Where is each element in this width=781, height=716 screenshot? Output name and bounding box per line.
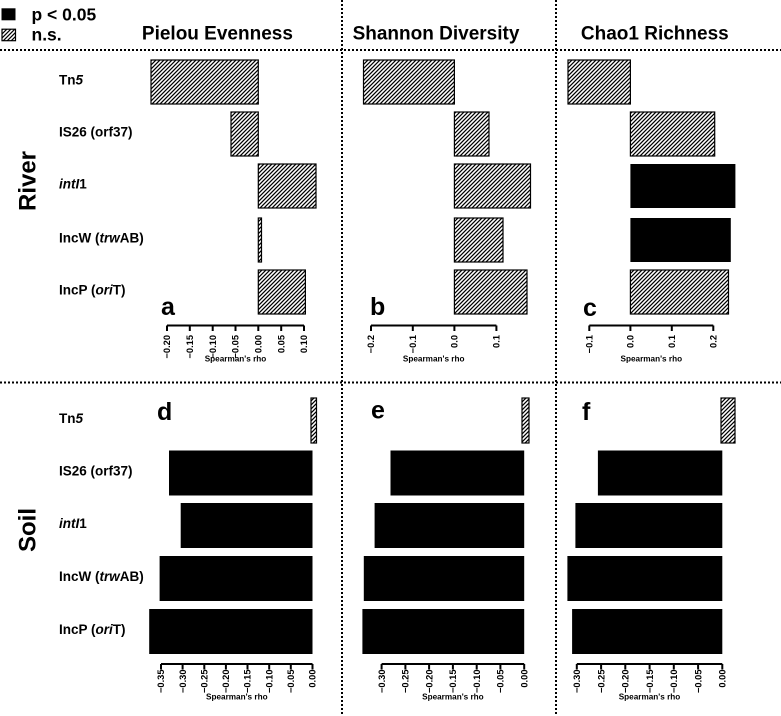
svg-text:−0.30: −0.30 — [377, 670, 387, 694]
svg-text:−0.05: −0.05 — [286, 670, 296, 694]
svg-text:River: River — [15, 151, 42, 211]
svg-text:e: e — [371, 397, 385, 425]
svg-text:−0.35: −0.35 — [156, 670, 166, 694]
svg-text:0.00: 0.00 — [308, 670, 318, 688]
svg-text:−0.20: −0.20 — [424, 670, 434, 694]
svg-text:−0.05: −0.05 — [231, 335, 241, 359]
svg-text:Shannon Diversity: Shannon Diversity — [353, 24, 520, 45]
svg-text:−0.2: −0.2 — [366, 335, 376, 353]
svg-text:Spearman's rho: Spearman's rho — [422, 693, 484, 702]
svg-text:Spearman's rho: Spearman's rho — [621, 355, 683, 364]
svg-text:−0.25: −0.25 — [596, 670, 606, 694]
svg-text:−0.10: −0.10 — [669, 670, 679, 694]
svg-text:Spearman's rho: Spearman's rho — [206, 693, 268, 702]
svg-text:IncW (trwAB): IncW (trwAB) — [59, 231, 144, 246]
svg-text:Tn5: Tn5 — [59, 73, 84, 88]
svg-text:−0.10: −0.10 — [264, 670, 274, 694]
svg-text:−0.10: −0.10 — [472, 670, 482, 694]
svg-text:intI1: intI1 — [59, 516, 87, 531]
svg-text:IncW (trwAB): IncW (trwAB) — [59, 569, 144, 584]
svg-text:0.05: 0.05 — [276, 335, 286, 353]
svg-text:−0.1: −0.1 — [408, 335, 418, 353]
svg-text:0.0: 0.0 — [626, 335, 636, 348]
svg-text:d: d — [157, 398, 172, 426]
svg-text:−0.30: −0.30 — [572, 670, 582, 694]
svg-text:0.10: 0.10 — [299, 335, 309, 353]
svg-text:c: c — [583, 294, 597, 322]
svg-text:b: b — [370, 293, 385, 321]
svg-text:IS26 (orf37): IS26 (orf37) — [59, 464, 133, 479]
svg-text:Chao1 Richness: Chao1 Richness — [581, 24, 729, 45]
svg-text:−0.05: −0.05 — [496, 670, 506, 694]
svg-text:0.1: 0.1 — [667, 335, 677, 348]
svg-text:−0.20: −0.20 — [221, 670, 231, 694]
svg-text:−0.10: −0.10 — [208, 335, 218, 359]
svg-text:−0.30: −0.30 — [178, 670, 188, 694]
svg-text:IncP (oriT): IncP (oriT) — [59, 283, 126, 298]
svg-text:0.1: 0.1 — [492, 335, 502, 348]
svg-text:0.00: 0.00 — [519, 670, 529, 688]
svg-text:n.s.: n.s. — [32, 25, 62, 45]
svg-text:IS26 (orf37): IS26 (orf37) — [59, 125, 133, 140]
svg-text:Spearman's rho: Spearman's rho — [403, 355, 465, 364]
svg-text:0.2: 0.2 — [709, 335, 719, 348]
svg-text:−0.15: −0.15 — [185, 335, 195, 359]
svg-text:−0.20: −0.20 — [162, 335, 172, 359]
svg-text:−0.25: −0.25 — [200, 670, 210, 694]
svg-text:−0.20: −0.20 — [621, 670, 631, 694]
svg-text:−0.15: −0.15 — [448, 670, 458, 694]
svg-text:0.00: 0.00 — [718, 670, 728, 688]
svg-text:intI1: intI1 — [59, 177, 87, 192]
svg-text:−0.15: −0.15 — [645, 670, 655, 694]
svg-text:p < 0.05: p < 0.05 — [32, 5, 97, 25]
svg-text:Spearman's rho: Spearman's rho — [205, 355, 267, 364]
svg-text:−0.1: −0.1 — [585, 335, 595, 353]
svg-text:Soil: Soil — [15, 508, 42, 552]
svg-text:0.0: 0.0 — [450, 335, 460, 348]
svg-text:−0.15: −0.15 — [243, 670, 253, 694]
svg-text:−0.05: −0.05 — [693, 670, 703, 694]
svg-text:−0.25: −0.25 — [401, 670, 411, 694]
svg-text:a: a — [161, 293, 176, 321]
svg-text:0.00: 0.00 — [254, 335, 264, 353]
svg-text:Spearman's rho: Spearman's rho — [619, 693, 681, 702]
svg-text:Pielou Evenness: Pielou Evenness — [142, 24, 293, 45]
svg-text:IncP (oriT): IncP (oriT) — [59, 622, 126, 637]
svg-text:Tn5: Tn5 — [59, 411, 84, 426]
svg-text:f: f — [582, 398, 591, 426]
